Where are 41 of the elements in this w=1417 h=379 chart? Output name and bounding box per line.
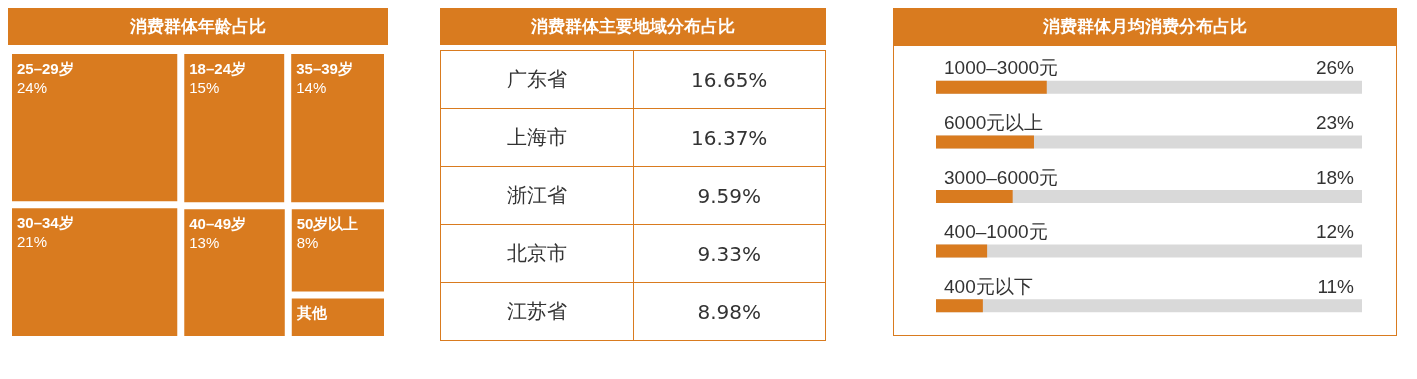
category-label: 18–24岁 (189, 60, 246, 77)
text: 9.33% (697, 241, 762, 266)
text: 消费群体主要地域分布占比 (440, 8, 826, 45)
data-label: 8% (296, 234, 319, 252)
text: 16.37% (691, 125, 768, 150)
text: 消费群体年龄占比 (8, 8, 388, 45)
data-label: 26% (1315, 57, 1355, 79)
category-label: 25–29岁 (17, 60, 74, 77)
category-label: 上海市 (440, 108, 633, 167)
chart-title: 消费群体月均消费分布占比 (893, 8, 1397, 45)
category-label: 浙江省 (440, 166, 633, 225)
data-label: 12% (1315, 221, 1355, 243)
data-label: 13% (189, 234, 220, 252)
data-label: 14% (296, 79, 327, 96)
bar (936, 80, 1047, 94)
y-tick-label: 6000元以上 (944, 111, 1044, 133)
category-label: 北京市 (440, 224, 633, 283)
y-tick-label: 400–1000元 (944, 221, 1048, 243)
text: 16.65% (691, 67, 768, 92)
category-label: 50岁以上 (296, 215, 359, 233)
category-label: 40–49岁 (189, 215, 246, 233)
data-label: 15% (189, 79, 220, 96)
y-tick-label: 400元以下 (944, 275, 1033, 297)
data-label: 18% (1315, 166, 1355, 188)
text: 8.98% (697, 299, 762, 324)
category-label: 35–39岁 (296, 60, 353, 77)
data-label: 11% (1317, 275, 1355, 297)
data-label: 24% (17, 79, 48, 96)
bar (936, 135, 1034, 149)
data-label: 21% (17, 233, 48, 251)
bar (936, 244, 988, 258)
bar (936, 299, 983, 313)
y-tick-label: 1000–3000元 (944, 57, 1059, 79)
y-tick-label: 3000–6000元 (944, 166, 1059, 188)
category-label: 其他 (295, 304, 328, 322)
category-label: 30–34岁 (17, 214, 74, 232)
text: 9.59% (697, 183, 762, 208)
bar (936, 190, 1013, 203)
data-label: 23% (1315, 111, 1355, 133)
category-label: 江苏省 (440, 282, 633, 341)
category-label: 广东省 (440, 50, 633, 109)
